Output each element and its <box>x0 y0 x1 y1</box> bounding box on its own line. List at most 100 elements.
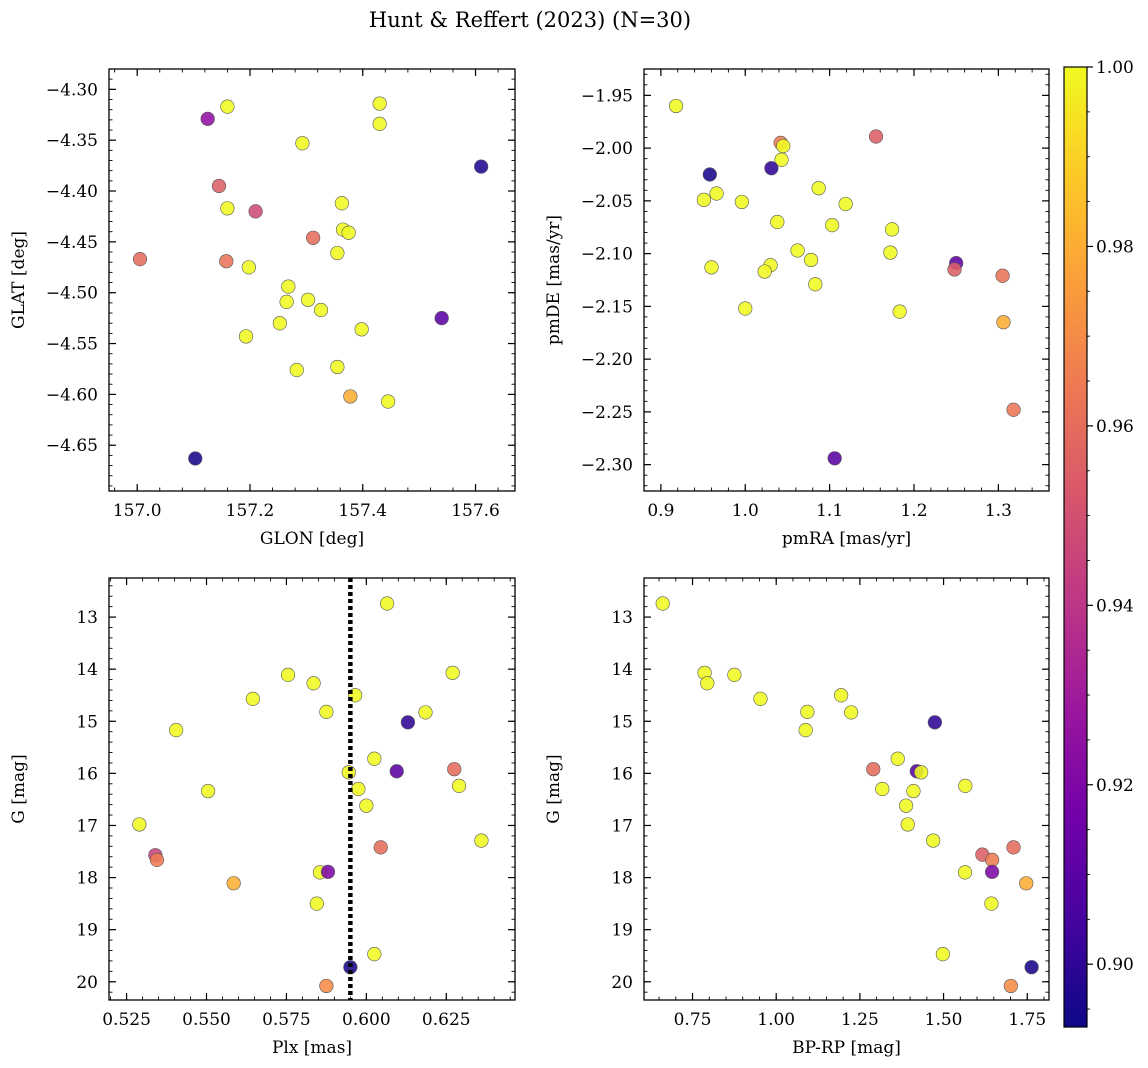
data-point <box>330 245 345 261</box>
data-point <box>892 304 907 319</box>
y-tick-label: 15 <box>76 712 98 732</box>
data-point <box>995 268 1010 283</box>
data-point <box>211 178 227 194</box>
y-tick-label: 19 <box>611 921 633 941</box>
data-point <box>306 230 321 245</box>
y-tick-label: −2.10 <box>581 245 633 265</box>
x-tick-label: 1.0 <box>732 501 759 521</box>
data-point <box>753 691 768 706</box>
y-tick-label: −4.60 <box>46 385 98 405</box>
data-point <box>354 322 369 337</box>
data-point <box>295 136 310 151</box>
data-point <box>776 138 791 154</box>
scatter-panel-4: 0.75 1.00 1.25 1.50 1.75 13 14 15 16 17 18 19 20 BP-R… <box>544 577 1050 1058</box>
data-point <box>367 751 382 766</box>
y-tick-label: 14 <box>76 660 98 680</box>
data-point <box>330 359 345 375</box>
y-tick-label: 18 <box>611 869 633 889</box>
data-point <box>738 301 753 316</box>
data-point <box>906 783 921 799</box>
colorbar-tick-label: 0.90 <box>1096 955 1134 975</box>
data-point <box>220 201 235 216</box>
y-tick-label: −2.20 <box>581 350 633 370</box>
data-point <box>400 715 416 730</box>
axes-frame <box>108 577 516 1001</box>
x-tick-label: 0.600 <box>342 1010 391 1030</box>
data-point <box>774 152 789 167</box>
data-point <box>281 279 296 294</box>
data-point <box>313 302 329 318</box>
colorbar-tick-label: 0.92 <box>1096 776 1134 796</box>
x-axis-label: pmRA [mas/yr] <box>782 529 911 549</box>
y-tick-label: −4.65 <box>46 436 98 456</box>
data-point <box>445 665 460 680</box>
x-tick-label: 157.2 <box>226 501 275 521</box>
data-point <box>319 704 334 719</box>
y-tick-label: −4.35 <box>46 131 98 151</box>
figure-title: Hunt & Reffert (2023) (N=30) <box>369 8 691 32</box>
data-point <box>320 864 336 879</box>
x-tick-label: 157.4 <box>338 501 387 521</box>
data-point <box>883 245 898 260</box>
data-point <box>898 798 914 813</box>
data-point <box>289 362 304 378</box>
x-axis-label: BP-RP [mag] <box>792 1038 901 1058</box>
data-point <box>770 214 785 230</box>
data-point <box>474 159 489 174</box>
data-point <box>984 852 1000 867</box>
x-tick-label: 0.9 <box>647 501 674 521</box>
x-tick-label: 1.3 <box>985 501 1012 521</box>
data-point <box>226 876 241 891</box>
data-point <box>201 783 216 799</box>
data-point <box>734 194 749 210</box>
data-point <box>790 243 805 258</box>
data-point <box>958 778 973 793</box>
data-point <box>132 252 148 267</box>
data-point <box>1006 402 1021 417</box>
data-point <box>1003 978 1018 994</box>
y-tick-label: −4.45 <box>46 233 98 253</box>
y-tick-label: 20 <box>611 973 633 993</box>
y-tick-label: −2.25 <box>581 403 633 423</box>
x-tick-label: 1.50 <box>925 1010 963 1030</box>
data-point <box>984 864 1000 879</box>
data-point <box>668 98 684 114</box>
data-point <box>219 254 234 269</box>
data-point <box>272 316 287 331</box>
y-tick-label: −4.50 <box>46 284 98 304</box>
x-axis-label: GLON [deg] <box>260 529 364 549</box>
y-tick-label: 20 <box>76 973 98 993</box>
y-tick-label: 15 <box>611 712 633 732</box>
y-tick-label: −4.55 <box>46 335 98 355</box>
scatter-panel-3: 0.525 0.550 0.575 0.600 0.625 13 14 15 16 17 18 19 2… <box>9 577 516 1058</box>
axes-frame <box>108 68 516 492</box>
data-point <box>447 762 462 777</box>
data-point <box>696 192 712 207</box>
data-point <box>926 833 941 848</box>
data-point <box>434 311 449 326</box>
data-point <box>389 764 404 779</box>
x-axis-label: Plx [mas] <box>272 1038 352 1058</box>
data-point <box>798 723 813 738</box>
data-point <box>757 264 772 279</box>
data-point <box>248 204 263 219</box>
y-axis-label: G [mag] <box>9 754 29 823</box>
data-point <box>418 705 433 720</box>
data-point <box>890 751 905 766</box>
data-point <box>984 896 999 911</box>
data-point <box>866 762 881 777</box>
x-tick-label: 1.00 <box>757 1010 795 1030</box>
data-point <box>372 116 387 132</box>
colorbar-tick-label: 0.98 <box>1096 237 1134 257</box>
data-point <box>169 723 184 738</box>
data-point <box>341 225 356 240</box>
colorbar-tick-label: 1.00 <box>1096 58 1134 78</box>
data-point <box>704 260 719 275</box>
y-tick-label: 14 <box>611 660 633 680</box>
data-point <box>380 596 395 611</box>
data-point <box>334 196 349 211</box>
data-point <box>359 798 374 813</box>
colorbar: 0.90 0.92 0.94 0.96 0.98 1.00 <box>1063 58 1134 1028</box>
colorbar-gradient <box>1063 66 1088 1028</box>
y-tick-label: 19 <box>76 921 98 941</box>
